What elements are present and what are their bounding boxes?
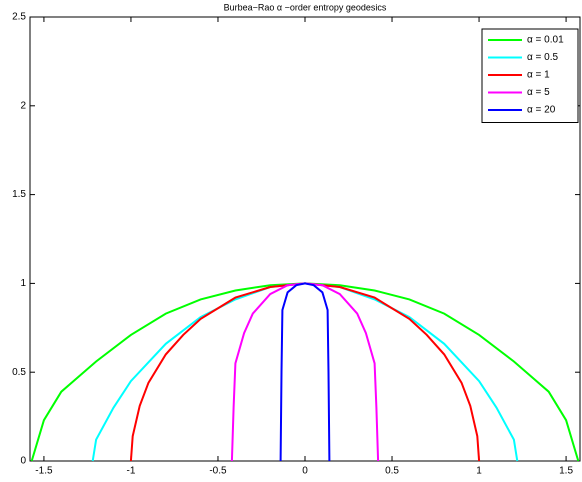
legend-label: α = 20 — [527, 105, 556, 116]
series-line — [230, 282, 380, 462]
y-tick-label: 0 — [20, 456, 26, 467]
series-line — [279, 282, 331, 462]
x-tick-label: -1 — [126, 466, 135, 477]
x-tick-label: 0.5 — [385, 466, 399, 477]
legend-label: α = 0.5 — [527, 52, 559, 63]
y-tick-label: 2.5 — [12, 12, 26, 23]
chart-title: Burbea−Rao α −order entropy geodesics — [224, 2, 387, 12]
y-tick-label: 1 — [20, 278, 26, 289]
legend-label: α = 5 — [527, 87, 550, 98]
y-tick-label: 1.5 — [12, 189, 26, 200]
legend-box — [481, 28, 579, 123]
x-tick-label: 0 — [302, 466, 308, 477]
series-line — [91, 282, 519, 462]
y-tick-label: 0.5 — [12, 367, 26, 378]
x-tick-label: -0.5 — [209, 466, 227, 477]
series-line — [129, 282, 481, 462]
x-tick-label: 1 — [476, 466, 482, 477]
x-tick-label: -1.5 — [35, 466, 53, 477]
x-tick-label: 1.5 — [559, 466, 573, 477]
legend-label: α = 0.01 — [527, 35, 564, 46]
series-line — [30, 282, 580, 462]
legend-label: α = 1 — [527, 70, 550, 81]
y-tick-label: 2 — [20, 100, 26, 111]
